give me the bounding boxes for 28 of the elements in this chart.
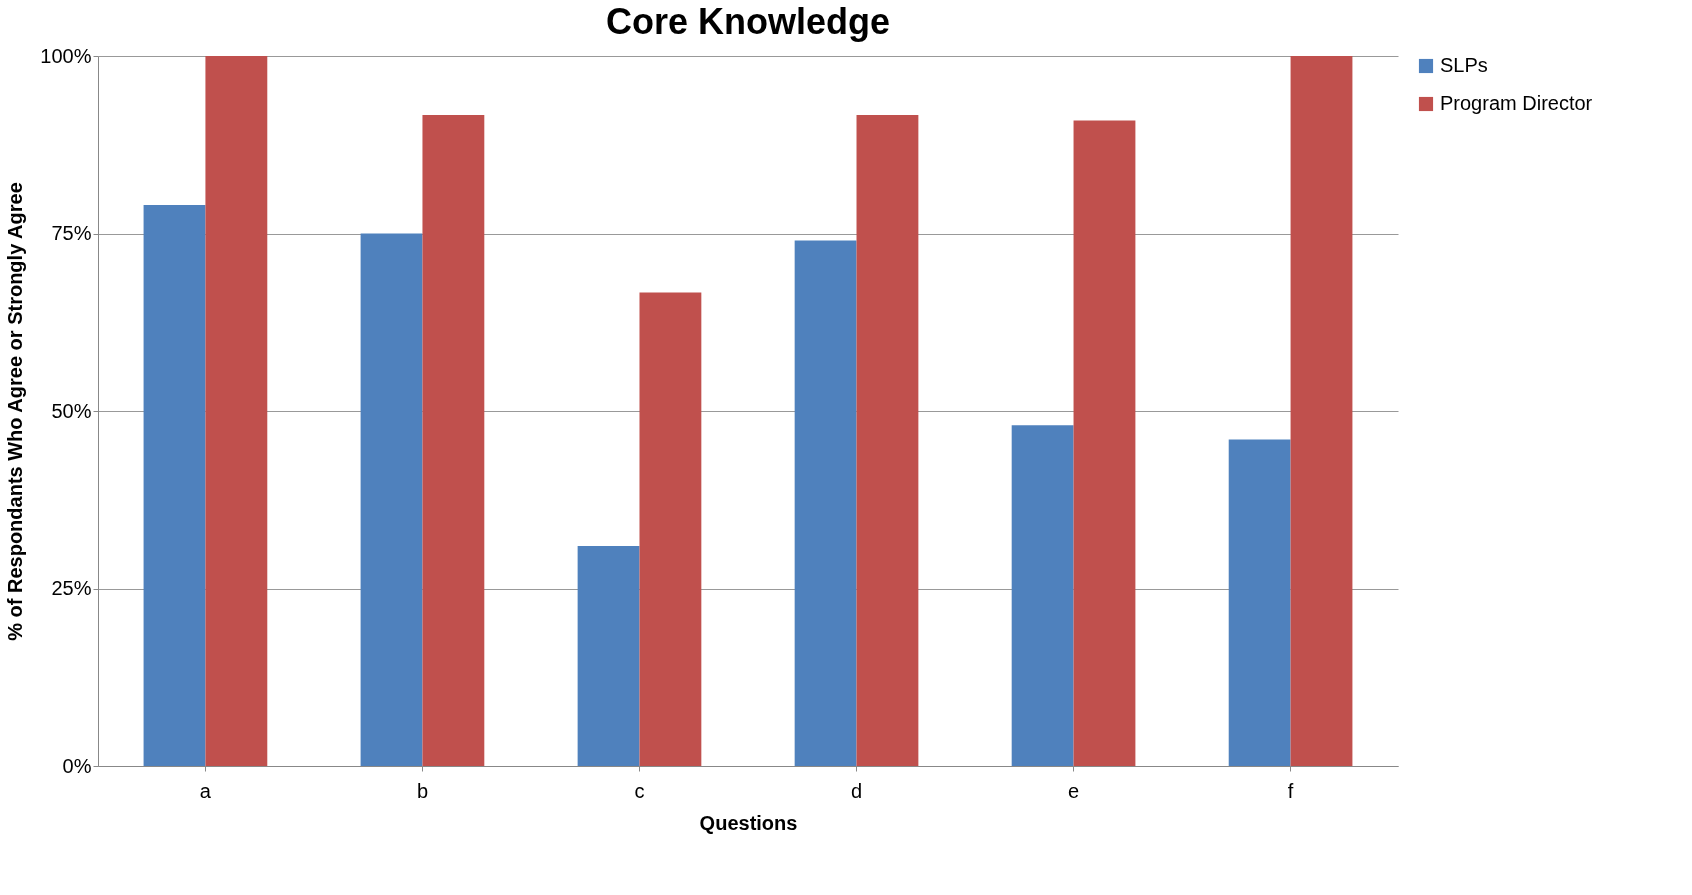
y-tick-label: 75%	[51, 222, 92, 244]
bar	[856, 114, 919, 766]
x-tick-label: a	[199, 779, 212, 802]
bar	[1228, 439, 1291, 766]
bar	[639, 292, 702, 766]
y-tick-label: 0%	[62, 754, 92, 777]
bar	[794, 240, 857, 766]
x-axis-title: Questions	[699, 811, 798, 834]
y-axis-title: % of Respondants Who Agree or Strongly Agree	[4, 182, 27, 641]
bar	[577, 545, 640, 766]
legend-label: Program Director	[1440, 92, 1593, 114]
bar	[1290, 56, 1353, 766]
x-tick-label: c	[634, 779, 645, 802]
bar	[422, 114, 485, 766]
chart-title: Core Knowledge	[605, 1, 891, 42]
legend-label: SLPs	[1440, 54, 1488, 76]
x-tick-label: e	[1067, 779, 1080, 802]
bar	[360, 233, 423, 766]
x-tick-label: b	[416, 779, 429, 802]
bar	[1073, 120, 1136, 766]
y-tick-label: 50%	[51, 399, 92, 422]
y-tick-label: 100%	[40, 44, 92, 67]
bar	[205, 56, 268, 766]
x-tick-label: f	[1287, 779, 1294, 802]
bar	[1011, 425, 1074, 766]
y-tick-label: 25%	[51, 577, 92, 599]
bar	[143, 205, 206, 766]
x-tick-label: d	[850, 779, 863, 802]
